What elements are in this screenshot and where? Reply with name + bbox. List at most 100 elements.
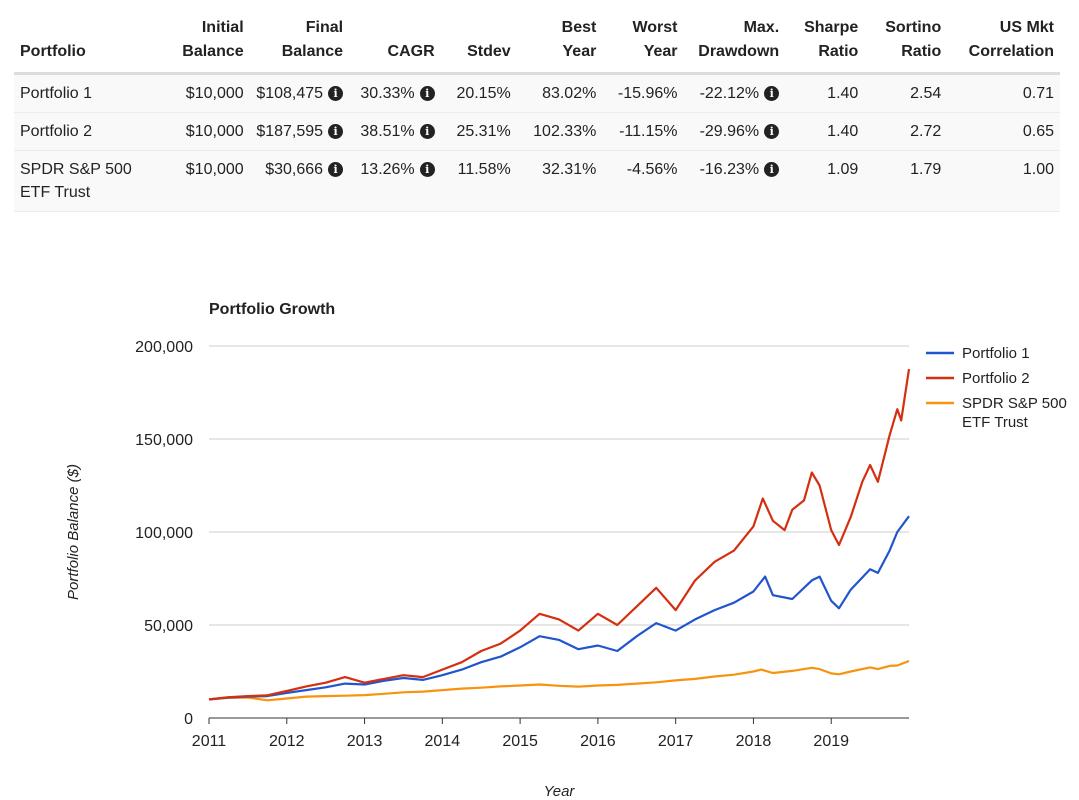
cell-stdev: 25.31% xyxy=(440,112,517,151)
cell-sharpe: 1.40 xyxy=(785,112,865,151)
chart-series xyxy=(208,368,911,702)
legend-label-line: SPDR S&P 500 xyxy=(962,395,1067,412)
info-icon[interactable]: i xyxy=(764,86,780,101)
column-header-text: Stdev xyxy=(467,43,511,60)
table-header: Portfolio Initial Balance Final Balance CAGR S… xyxy=(14,8,1060,75)
x-tick-label: 2019 xyxy=(813,733,849,750)
cell-value: -11.15% xyxy=(619,123,678,140)
info-icon[interactable]: i xyxy=(419,86,435,101)
column-header-text: Drawdown xyxy=(698,43,780,60)
column-header: Max. Drawdown xyxy=(683,8,786,75)
cell-value: 1.09 xyxy=(827,161,859,178)
cell-worst: -11.15% xyxy=(602,112,684,151)
y-tick-label: 200,000 xyxy=(135,339,193,356)
column-header-text: Balance xyxy=(182,43,244,60)
x-tick-label: 2016 xyxy=(580,733,616,750)
info-icon[interactable]: i xyxy=(419,162,435,177)
chart-title: Portfolio Growth xyxy=(209,301,335,318)
column-header-text: Correlation xyxy=(968,43,1054,60)
column-header-text: Best xyxy=(561,19,597,36)
column-header-text: Sortino xyxy=(885,19,942,36)
legend-label-line: Portfolio 1 xyxy=(962,345,1030,362)
x-tick-label: 2018 xyxy=(736,733,772,750)
cell-value: $10,000 xyxy=(185,85,244,102)
cell-corr: 0.71 xyxy=(947,73,1060,113)
portfolio-name: ETF Trust xyxy=(20,184,91,201)
table-body: Portfolio 1 $10,000 $108,475 i 30.33% i 20.15%… xyxy=(14,73,1060,212)
cell-drawdown: -16.23% i xyxy=(683,150,786,212)
x-tick-label: 2014 xyxy=(425,733,461,750)
column-header-text: US Mkt xyxy=(999,19,1054,36)
column-header-text: Ratio xyxy=(818,43,859,60)
cell-initial: $10,000 xyxy=(159,73,250,113)
cell-cagr: 30.33% i xyxy=(349,73,441,113)
x-tick-label: 2017 xyxy=(658,733,694,750)
cell-value: -22.12% xyxy=(699,85,760,102)
cell-value: -16.23% xyxy=(699,161,760,178)
cell-sharpe: 1.40 xyxy=(785,73,865,113)
column-header-text: Portfolio xyxy=(20,43,86,60)
cell-stdev: 20.15% xyxy=(440,73,517,113)
cell-value: $10,000 xyxy=(185,161,244,178)
cell-best: 32.31% xyxy=(516,150,603,212)
portfolio-name-cell: SPDR S&P 500 ETF Trust xyxy=(14,150,160,212)
info-icon[interactable]: i xyxy=(328,162,344,177)
cell-value: 11.58% xyxy=(457,161,511,178)
cell-sharpe: 1.09 xyxy=(785,150,865,212)
cell-worst: -4.56% xyxy=(602,150,684,212)
info-icon[interactable]: i xyxy=(764,124,780,139)
chart-legend: Portfolio 1 Portfolio 2 SPDR S&P 500 ETF Tr… xyxy=(926,345,1067,431)
cell-final: $187,595 i xyxy=(249,112,350,151)
cell-value: -15.96% xyxy=(617,85,678,102)
cell-value: $10,000 xyxy=(185,123,244,140)
info-icon[interactable]: i xyxy=(328,86,344,101)
portfolio-name: Portfolio 1 xyxy=(20,85,93,102)
cell-corr: 1.00 xyxy=(947,150,1060,212)
cell-value: 1.40 xyxy=(827,123,859,140)
cell-value: $187,595 xyxy=(256,123,324,140)
table-row: SPDR S&P 500 ETF Trust $10,000 $30,666 i 13.2… xyxy=(14,150,1060,212)
cell-sortino: 2.54 xyxy=(864,73,948,113)
column-header-text: Year xyxy=(562,43,597,60)
portfolio-name-cell: Portfolio 2 xyxy=(14,112,160,151)
series-line-3 xyxy=(208,659,910,702)
column-header-text: Initial xyxy=(201,19,244,36)
column-header-text: CAGR xyxy=(387,43,435,60)
cell-cagr: 38.51% i xyxy=(349,112,441,151)
column-header: Worst Year xyxy=(602,8,684,75)
chart-gridlines xyxy=(209,345,909,626)
cell-cagr: 13.26% i xyxy=(349,150,441,212)
portfolio-name-cell: Portfolio 1 xyxy=(14,73,160,113)
column-header-text: Ratio xyxy=(901,43,942,60)
cell-worst: -15.96% xyxy=(602,73,684,113)
cell-value: 13.26% xyxy=(360,161,415,178)
info-icon[interactable]: i xyxy=(419,124,435,139)
cell-drawdown: -22.12% i xyxy=(683,73,786,113)
cell-final: $108,475 i xyxy=(249,73,350,113)
cell-value: 102.33% xyxy=(533,123,597,140)
legend-label-line: ETF Trust xyxy=(962,414,1029,431)
x-tick-label: 2011 xyxy=(192,733,227,750)
column-header-text: Balance xyxy=(281,43,344,60)
cell-value: $30,666 xyxy=(265,161,324,178)
cell-value: 20.15% xyxy=(456,85,511,102)
series-line-1 xyxy=(208,515,910,701)
x-axis-label: Year xyxy=(544,783,576,800)
cell-value: $108,475 xyxy=(256,85,324,102)
cell-value: -29.96% xyxy=(699,123,760,140)
cell-drawdown: -29.96% i xyxy=(683,112,786,151)
table-row: Portfolio 2 $10,000 $187,595 i 38.51% i 25.31%… xyxy=(14,112,1060,151)
cell-value: 1.40 xyxy=(827,85,859,102)
cell-value: 30.33% xyxy=(360,85,415,102)
info-icon[interactable]: i xyxy=(764,162,780,177)
cell-final: $30,666 i xyxy=(249,150,350,212)
info-icon[interactable]: i xyxy=(328,124,344,139)
column-header: CAGR xyxy=(349,8,441,75)
chart-axes: 0 50,000 100,000 150,000 200,000 2011 2012 2013… xyxy=(135,339,909,750)
cell-value: 0.71 xyxy=(1022,85,1054,102)
column-header: Best Year xyxy=(516,8,603,75)
column-header: US Mkt Correlation xyxy=(947,8,1060,75)
legend-label: SPDR S&P 500 ETF Trust xyxy=(962,395,1067,431)
column-header-text: Year xyxy=(643,43,678,60)
x-tick-label: 2013 xyxy=(347,733,383,750)
